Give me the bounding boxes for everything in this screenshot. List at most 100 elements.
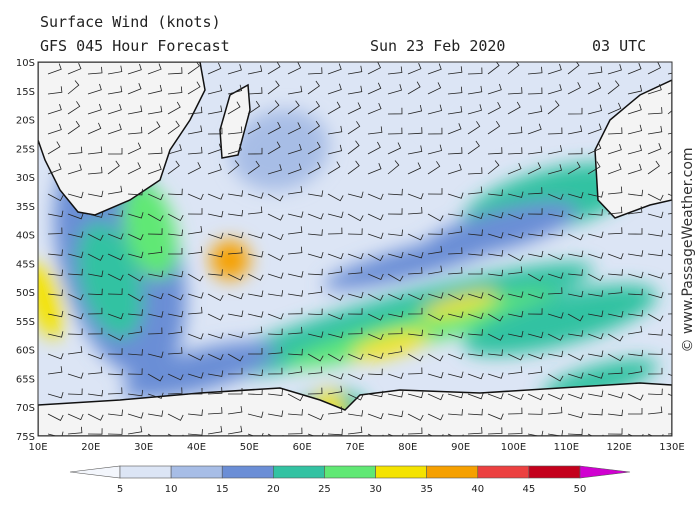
- wind-barb: [647, 329, 663, 336]
- wind-barb: [487, 250, 504, 257]
- wind-barb: [67, 101, 81, 115]
- wind-barb: [127, 412, 144, 419]
- wind-barb: [107, 160, 120, 175]
- wind-barb: [527, 229, 544, 237]
- wind-barb: [467, 186, 483, 195]
- wind-barb: [267, 313, 284, 320]
- wind-barb: [567, 107, 583, 115]
- wind-barb: [427, 292, 444, 299]
- wind-barb: [447, 123, 462, 135]
- legend-tick-label: 45: [523, 484, 536, 495]
- wind-barb: [187, 225, 203, 235]
- wind-barb: [247, 232, 264, 239]
- wind-barb: [447, 331, 464, 339]
- wind-blob: [122, 341, 278, 399]
- wind-barb: [607, 269, 623, 276]
- lon-label: 130E: [659, 442, 684, 453]
- wind-barb: [47, 123, 62, 135]
- wind-barb: [387, 142, 402, 155]
- wind-barb: [527, 187, 543, 195]
- wind-barb: [247, 206, 263, 215]
- wind-barb: [387, 229, 403, 237]
- wind-barb: [527, 308, 543, 315]
- wind-barb: [147, 293, 164, 300]
- wind-barb: [327, 331, 344, 338]
- wind-blob: [323, 230, 517, 290]
- wind-barb: [87, 307, 103, 315]
- wind-barb: [207, 84, 223, 95]
- wind-barb: [507, 191, 524, 198]
- wind-barb: [307, 80, 320, 95]
- lat-label: 40S: [16, 231, 35, 242]
- wind-barb: [67, 213, 84, 220]
- wind-barb: [307, 141, 321, 155]
- wind-barb: [227, 160, 240, 175]
- wind-barb: [607, 409, 623, 417]
- lon-label: 110E: [554, 442, 579, 453]
- wind-barb: [107, 103, 122, 115]
- wind-barb: [247, 100, 261, 115]
- wind-barb: [307, 251, 324, 259]
- lat-label: 20S: [16, 116, 35, 127]
- wind-barb: [247, 311, 264, 318]
- wind-barb: [87, 66, 103, 75]
- australia: [594, 79, 672, 219]
- wind-barb: [567, 269, 583, 276]
- wind-barb: [127, 105, 143, 115]
- wind-barb: [647, 313, 664, 322]
- legend-tick-label: 35: [420, 484, 433, 495]
- lat-label: 60S: [16, 346, 35, 357]
- wind-barb: [487, 333, 504, 341]
- wind-barb: [327, 161, 341, 175]
- wind-barb: [227, 425, 243, 435]
- wind-barb: [447, 105, 463, 115]
- wind-barb: [467, 212, 484, 220]
- wind-barb: [67, 313, 84, 320]
- wind-barb: [327, 385, 343, 395]
- wind-barb: [287, 163, 302, 175]
- legend-tick-label: 40: [471, 484, 484, 495]
- wind-barb: [47, 193, 64, 202]
- wind-barb: [247, 147, 263, 155]
- wind-barb: [227, 246, 243, 255]
- wind-barb: [407, 105, 423, 115]
- wind-barb: [627, 325, 643, 335]
- wind-barb: [307, 190, 324, 197]
- wind-barb: [47, 103, 62, 115]
- map-title: Surface Wind (knots): [40, 13, 221, 31]
- wind-barb: [207, 387, 223, 395]
- wind-barb: [287, 409, 303, 416]
- wind-barb: [607, 367, 623, 375]
- wind-barb: [367, 368, 383, 376]
- lat-label: 75S: [16, 432, 35, 443]
- wind-barb: [487, 147, 503, 155]
- wind-barb: [327, 428, 343, 436]
- wind-barb: [507, 253, 524, 262]
- wind-barb: [407, 391, 424, 399]
- wind-barb: [207, 332, 224, 339]
- wind-barb: [467, 104, 482, 115]
- wind-barb: [107, 253, 124, 261]
- wind-barb: [427, 63, 442, 75]
- wind-barb: [47, 331, 64, 338]
- wind-barb: [367, 390, 384, 398]
- wind-barb: [67, 372, 84, 379]
- wind-barb: [607, 353, 624, 362]
- wind-barb: [147, 121, 161, 135]
- wind-barb: [187, 273, 204, 282]
- wind-barb: [407, 293, 424, 301]
- wind-barb: [487, 160, 500, 175]
- wind-barb: [67, 251, 84, 258]
- wind-barb: [628, 408, 643, 415]
- wind-barb: [207, 407, 223, 415]
- wind-barb: [507, 213, 524, 220]
- wind-barb: [327, 227, 343, 235]
- legend-tick-label: 20: [267, 484, 280, 495]
- wind-barb: [587, 231, 604, 238]
- wind-barb: [87, 83, 102, 95]
- wind-barb: [467, 167, 483, 175]
- wind-barb: [627, 393, 644, 401]
- wind-barb: [67, 388, 83, 395]
- wind-barb: [227, 209, 244, 217]
- wind-barb: [347, 253, 364, 260]
